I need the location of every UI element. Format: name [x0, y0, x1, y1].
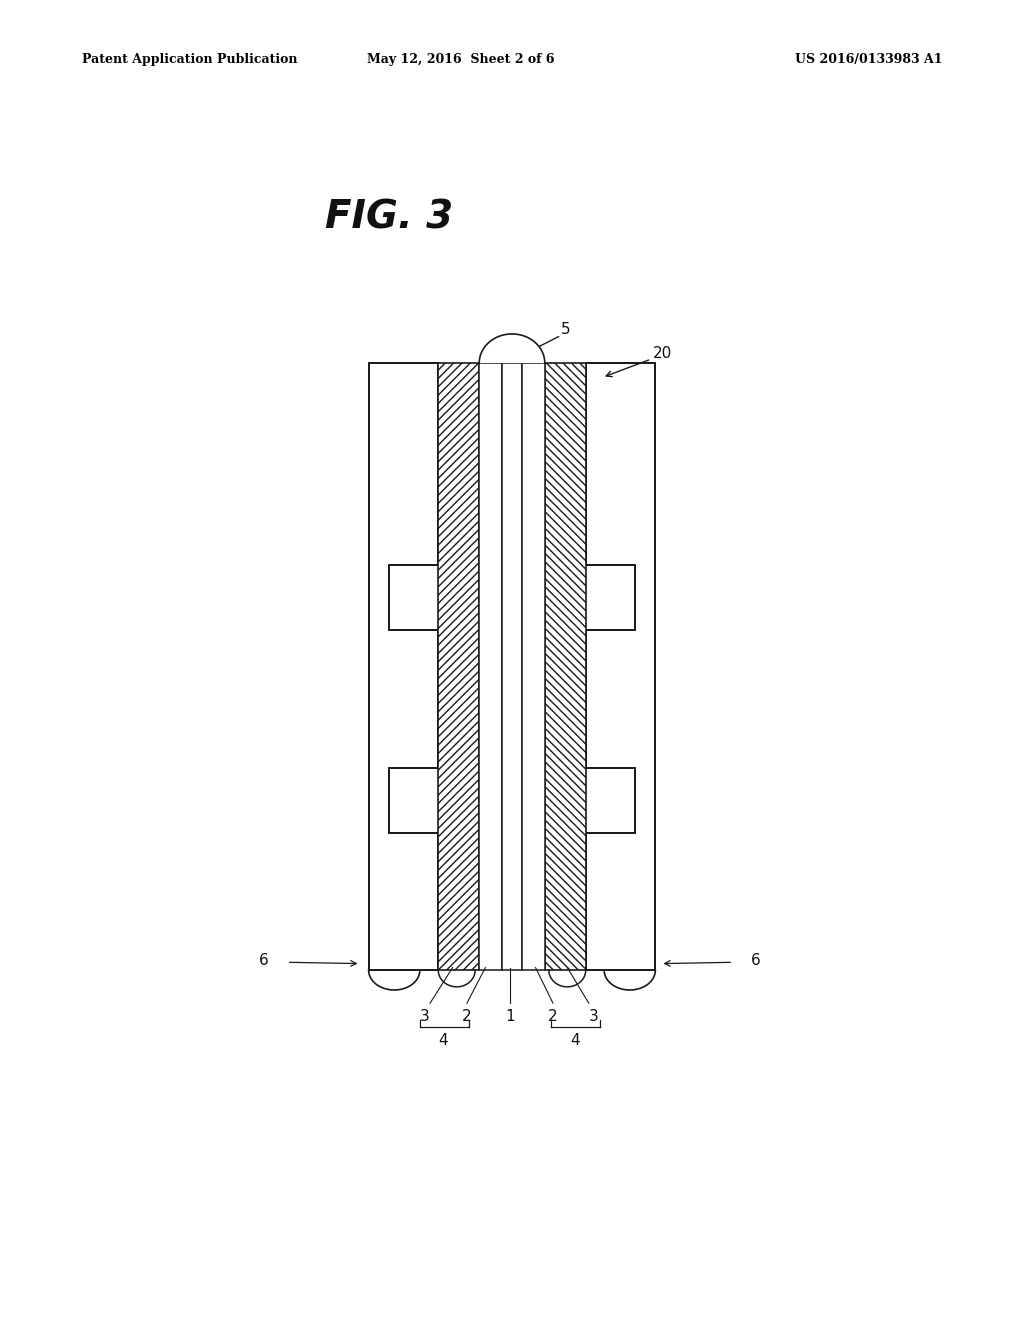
Polygon shape	[522, 363, 545, 970]
Text: FIG. 3: FIG. 3	[325, 199, 454, 236]
Text: 3: 3	[420, 1008, 430, 1024]
Polygon shape	[479, 334, 545, 363]
Text: 4: 4	[570, 1032, 581, 1048]
Text: 20: 20	[653, 346, 673, 362]
Polygon shape	[369, 363, 438, 970]
Text: US 2016/0133983 A1: US 2016/0133983 A1	[795, 53, 942, 66]
Text: 4: 4	[438, 1032, 449, 1048]
Polygon shape	[545, 363, 586, 970]
Text: Patent Application Publication: Patent Application Publication	[82, 53, 297, 66]
Text: 2: 2	[548, 1008, 558, 1024]
Text: 6: 6	[751, 953, 761, 969]
Polygon shape	[502, 363, 522, 970]
Text: 2: 2	[462, 1008, 472, 1024]
Text: May 12, 2016  Sheet 2 of 6: May 12, 2016 Sheet 2 of 6	[367, 53, 555, 66]
Polygon shape	[586, 363, 655, 970]
Text: 6: 6	[259, 953, 269, 969]
Polygon shape	[438, 363, 479, 970]
Text: 3: 3	[589, 1008, 599, 1024]
Polygon shape	[479, 363, 502, 970]
Text: 5: 5	[561, 322, 570, 338]
Text: 1: 1	[505, 1008, 515, 1024]
